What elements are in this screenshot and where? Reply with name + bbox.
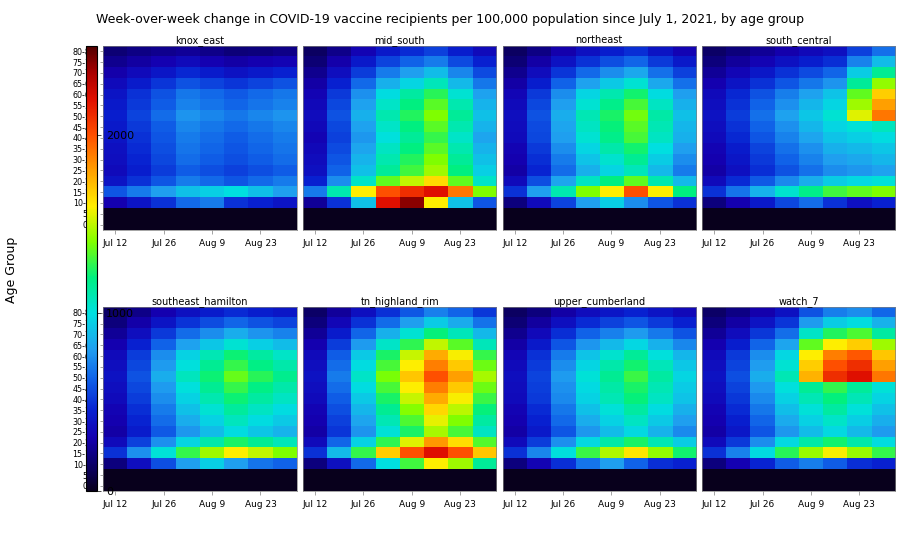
Title: watch_7: watch_7 <box>778 296 819 307</box>
Title: knox_east: knox_east <box>176 35 225 46</box>
Text: Week-over-week change in COVID-19 vaccine recipients per 100,000 population sinc: Week-over-week change in COVID-19 vaccin… <box>96 14 804 26</box>
Text: Age Group: Age Group <box>5 237 18 303</box>
Title: northeast: northeast <box>576 35 623 45</box>
Title: south_central: south_central <box>766 35 832 46</box>
Title: upper_cumberland: upper_cumberland <box>554 296 645 307</box>
Title: southeast_hamilton: southeast_hamilton <box>152 296 248 307</box>
Title: tn_highland_rim: tn_highland_rim <box>360 296 439 307</box>
Title: mid_south: mid_south <box>374 35 425 46</box>
